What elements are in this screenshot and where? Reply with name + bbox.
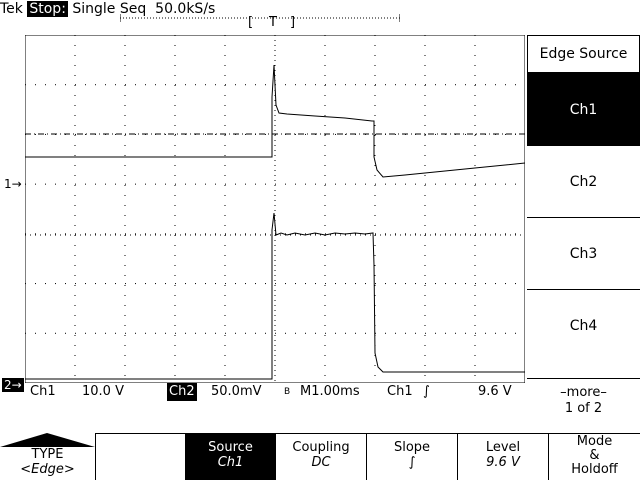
trigger-position-bar: [ T ]: [120, 14, 400, 28]
trigger-level-readout: 9.6 V: [478, 384, 512, 399]
ch2-ground-marker: 2→: [2, 378, 24, 392]
source-menu-button[interactable]: Source Ch1: [185, 433, 275, 480]
more-label: –more–: [560, 385, 607, 400]
slope-label: Slope: [393, 440, 431, 455]
level-label: Level: [485, 440, 521, 455]
ch2-scale: 50.0mV: [211, 384, 262, 399]
brand-label: Tek: [0, 1, 23, 17]
level-value: 9.6 V: [486, 455, 520, 470]
trigger-source-readout: Ch1: [387, 384, 413, 399]
channel-readout: Ch1 10.0 V Ch2 50.0mV B M1.00ms Ch1 ∫ 9.…: [0, 383, 527, 401]
timebase-readout: M1.00ms: [300, 384, 360, 399]
trigger-bracket-right: ]: [290, 15, 295, 28]
ch1-label: Ch1: [30, 384, 56, 399]
type-label: TYPE: [31, 447, 64, 462]
type-menu-button[interactable]: TYPE <Edge>: [0, 433, 95, 480]
sample-rate: 50.0kS/s: [155, 1, 216, 17]
side-menu-item-ch2[interactable]: Ch2: [527, 145, 640, 218]
coupling-label: Coupling: [292, 440, 350, 455]
coupling-menu-button[interactable]: Coupling DC: [275, 433, 366, 480]
ch1-scale: 10.0 V: [82, 384, 124, 399]
side-menu-item-ch4[interactable]: Ch4: [527, 289, 640, 362]
source-value: Ch1: [217, 455, 244, 470]
side-menu-title: Edge Source: [527, 35, 640, 73]
trigger-bracket-left: [: [248, 15, 253, 28]
side-menu: Edge Source Ch1 Ch2 Ch3 Ch4 –more– 1 of …: [527, 35, 640, 450]
ch1-ground-marker: 1→: [4, 177, 22, 191]
mode-holdoff-menu-button[interactable]: Mode & Holdoff: [548, 433, 640, 480]
acquisition-state: Stop:: [27, 1, 68, 17]
side-menu-item-ch3[interactable]: Ch3: [527, 217, 640, 290]
bandwidth-limit-mark: B: [284, 387, 291, 397]
mode-ampersand: &: [589, 448, 600, 463]
more-page-indicator: 1 of 2: [564, 401, 603, 416]
status-bar: Tek Stop: Single Seq 50.0kS/s: [0, 0, 640, 18]
ch2-label: Ch2: [167, 383, 197, 401]
type-pointer-icon: [0, 433, 95, 447]
mode-label: Mode: [576, 434, 613, 449]
side-menu-more-button[interactable]: –more– 1 of 2: [527, 378, 640, 450]
slope-value-icon: ∫: [408, 455, 416, 470]
waveform-graticule: [25, 35, 525, 383]
trigger-slope-icon: ∫: [423, 384, 430, 399]
level-menu-button[interactable]: Level 9.6 V: [457, 433, 548, 480]
side-menu-item-ch1[interactable]: Ch1: [527, 73, 640, 146]
blank-menu-button[interactable]: [95, 433, 185, 480]
holdoff-label: Holdoff: [571, 462, 618, 477]
coupling-value: DC: [311, 455, 331, 470]
acquisition-mode: Single Seq: [72, 1, 147, 17]
source-label: Source: [208, 440, 253, 455]
ch1-trace: [25, 64, 525, 178]
slope-menu-button[interactable]: Slope ∫: [366, 433, 457, 480]
type-value: <Edge>: [20, 462, 75, 477]
trigger-marker: T: [268, 15, 277, 28]
bottom-menu: TYPE <Edge> Source Ch1 Coupling DC Slope…: [0, 433, 640, 480]
ch2-trace: [25, 212, 525, 380]
